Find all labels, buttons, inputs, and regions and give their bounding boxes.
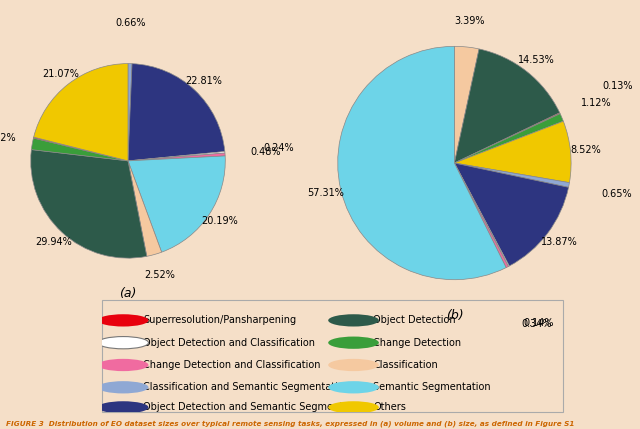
Wedge shape	[31, 138, 128, 161]
Text: 14.53%: 14.53%	[518, 54, 555, 65]
Wedge shape	[454, 46, 479, 163]
Circle shape	[328, 401, 379, 414]
Wedge shape	[128, 63, 225, 161]
Wedge shape	[454, 114, 563, 163]
Circle shape	[98, 401, 148, 414]
Text: FIGURE 3  Distribution of EO dataset sizes over typical remote sensing tasks, ex: FIGURE 3 Distribution of EO dataset size…	[6, 420, 575, 427]
Text: Superresolution/Pansharpening: Superresolution/Pansharpening	[143, 315, 296, 325]
Text: Object Detection and Semantic Segmentation: Object Detection and Semantic Segmentati…	[143, 402, 368, 412]
Wedge shape	[338, 46, 506, 280]
Wedge shape	[128, 153, 225, 161]
Wedge shape	[454, 163, 570, 187]
Text: 0.65%: 0.65%	[602, 189, 632, 199]
Text: 13.87%: 13.87%	[541, 237, 578, 248]
Text: 2.52%: 2.52%	[145, 270, 175, 280]
Text: 22.81%: 22.81%	[185, 76, 222, 86]
Wedge shape	[34, 63, 128, 161]
Text: Others: Others	[373, 402, 406, 412]
Circle shape	[98, 336, 148, 349]
Text: Classification: Classification	[373, 360, 438, 370]
Wedge shape	[454, 113, 560, 163]
Text: 1.12%: 1.12%	[581, 98, 611, 108]
Circle shape	[328, 314, 379, 326]
Wedge shape	[454, 163, 568, 266]
Text: 20.19%: 20.19%	[202, 217, 238, 227]
Text: 8.52%: 8.52%	[570, 145, 601, 155]
Text: Object Detection: Object Detection	[373, 315, 456, 325]
Text: 0.34%: 0.34%	[521, 319, 552, 329]
Circle shape	[328, 381, 379, 393]
Circle shape	[98, 359, 148, 371]
Wedge shape	[128, 151, 225, 161]
Wedge shape	[128, 63, 132, 161]
Text: 0.24%: 0.24%	[263, 142, 294, 153]
Text: Object Detection and Classification: Object Detection and Classification	[143, 338, 315, 347]
Text: Change Detection and Classification: Change Detection and Classification	[143, 360, 321, 370]
Text: 0.48%: 0.48%	[251, 147, 281, 157]
Text: Classification and Semantic Segmentation: Classification and Semantic Segmentation	[143, 382, 350, 392]
Text: 0.66%: 0.66%	[116, 18, 146, 28]
Text: 57.31%: 57.31%	[308, 188, 344, 198]
Text: 3.39%: 3.39%	[454, 16, 484, 27]
Text: (a): (a)	[119, 287, 137, 300]
Text: (b): (b)	[445, 309, 463, 322]
Text: Semantic Segmentation: Semantic Segmentation	[373, 382, 491, 392]
Text: Change Detection: Change Detection	[373, 338, 461, 347]
Wedge shape	[128, 156, 225, 252]
Text: 0.14%: 0.14%	[524, 318, 554, 328]
Circle shape	[328, 359, 379, 371]
Circle shape	[98, 381, 148, 393]
Wedge shape	[454, 163, 508, 268]
Circle shape	[328, 336, 379, 349]
Text: 29.94%: 29.94%	[35, 236, 72, 247]
Circle shape	[98, 314, 148, 326]
Wedge shape	[454, 163, 509, 266]
Wedge shape	[128, 161, 162, 256]
Text: 1.92%: 1.92%	[0, 133, 17, 143]
Wedge shape	[454, 121, 571, 183]
Wedge shape	[33, 137, 128, 161]
Text: 21.07%: 21.07%	[42, 69, 79, 79]
Wedge shape	[454, 49, 560, 163]
Wedge shape	[31, 150, 147, 258]
Text: 0.13%: 0.13%	[603, 81, 633, 91]
